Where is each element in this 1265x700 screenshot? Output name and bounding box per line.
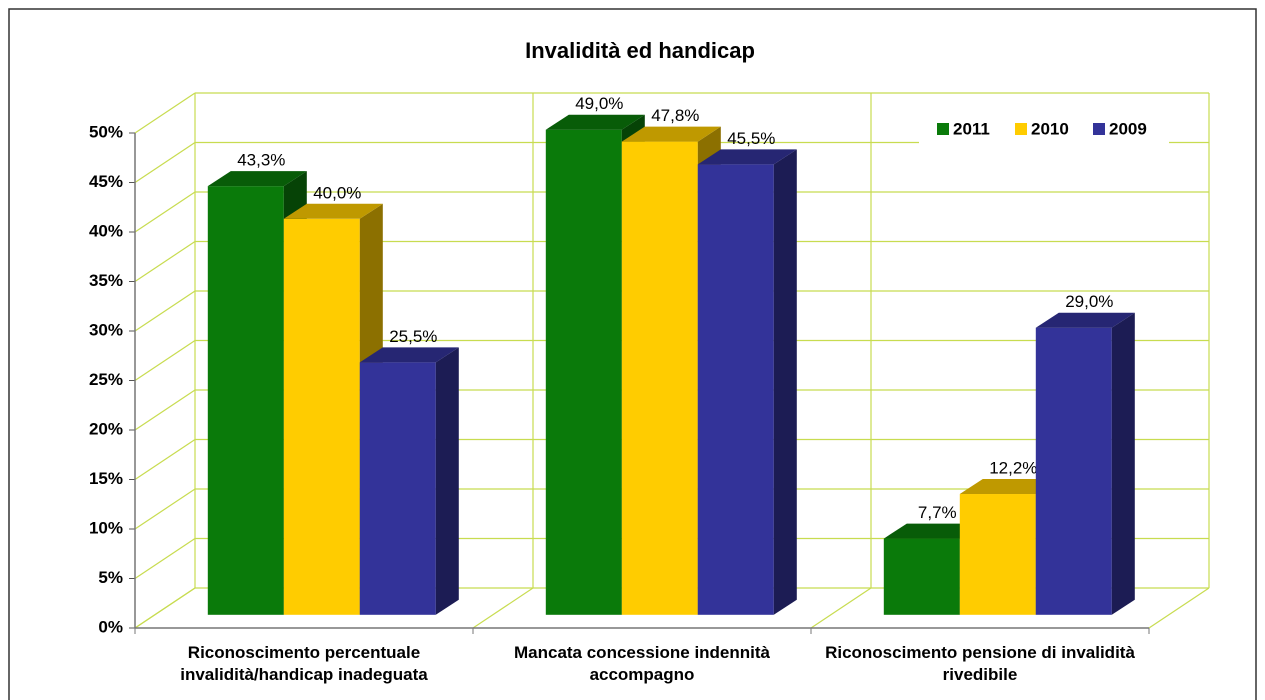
bar-top (621, 126, 721, 142)
bar-top (697, 149, 797, 165)
bar-top (283, 203, 383, 219)
x-tick-label: Riconoscimento pensione di invalidità ri… (825, 643, 1135, 684)
y-tick-label: 10% (89, 518, 123, 537)
bar (207, 186, 284, 615)
floor-divider (472, 587, 534, 629)
x-tick-label: Mancata concessione indennità accompagno (513, 643, 770, 684)
grid-line (134, 340, 196, 381)
bar-top (1035, 312, 1135, 328)
value-label: 49,0% (575, 94, 623, 113)
legend-swatch (1093, 123, 1105, 135)
grid-line (134, 241, 196, 282)
bar-side (773, 149, 797, 615)
y-tick-label: 25% (89, 370, 123, 389)
grid-line (134, 488, 196, 530)
floor-divider (134, 587, 196, 629)
legend-swatch (1015, 123, 1027, 135)
grid-line (134, 290, 196, 332)
y-tick-label: 35% (89, 271, 123, 290)
grid-line (134, 92, 196, 134)
legend-box (919, 113, 1169, 145)
value-label: 25,5% (389, 327, 437, 346)
legend: 2011 2010 2009 (919, 113, 1169, 145)
bar-top (207, 171, 307, 187)
floor-divider (810, 587, 872, 629)
grid-line (134, 538, 196, 579)
bar-side (1111, 312, 1135, 615)
legend-swatch (937, 123, 949, 135)
bar-top (545, 114, 645, 130)
value-label: 29,0% (1065, 292, 1113, 311)
legend-label: 2011 (953, 119, 990, 138)
value-label: 45,5% (727, 129, 775, 148)
x-tick-label: Riconoscimento percentuale invalidità/ha… (180, 643, 428, 684)
bar-top (883, 523, 983, 539)
legend-label: 2010 (1031, 119, 1069, 138)
grid-line (134, 389, 196, 431)
y-tick-label: 40% (89, 221, 123, 240)
value-label: 43,3% (237, 151, 285, 170)
bar (283, 218, 360, 615)
bar-top (359, 347, 459, 363)
value-label: 47,8% (651, 106, 699, 125)
y-tick-label: 45% (89, 172, 123, 191)
grid-line (134, 439, 196, 480)
y-tick-label: 50% (89, 122, 123, 141)
value-label: 12,2% (989, 459, 1037, 478)
bar (697, 164, 774, 615)
frame (8, 8, 1257, 700)
y-tick-label: 5% (98, 568, 123, 587)
bar (545, 129, 622, 615)
y-tick-label: 0% (98, 617, 123, 636)
bar (359, 362, 436, 615)
y-tick-label: 30% (89, 320, 123, 339)
bar (621, 141, 698, 615)
y-tick-label: 20% (89, 419, 123, 438)
grid-line (134, 142, 196, 183)
legend-label: 2009 (1109, 119, 1147, 138)
grid-line (134, 191, 196, 233)
floor-divider (1148, 587, 1210, 629)
bar (959, 494, 1036, 615)
bar (883, 538, 960, 615)
bar-side (435, 347, 459, 615)
value-label: 40,0% (313, 183, 361, 202)
bar-top (959, 479, 1059, 495)
chart-title: Invalidità ed handicap (525, 38, 755, 63)
bar (1035, 327, 1112, 615)
value-label: 7,7% (918, 503, 957, 522)
y-tick-label: 15% (89, 469, 123, 488)
